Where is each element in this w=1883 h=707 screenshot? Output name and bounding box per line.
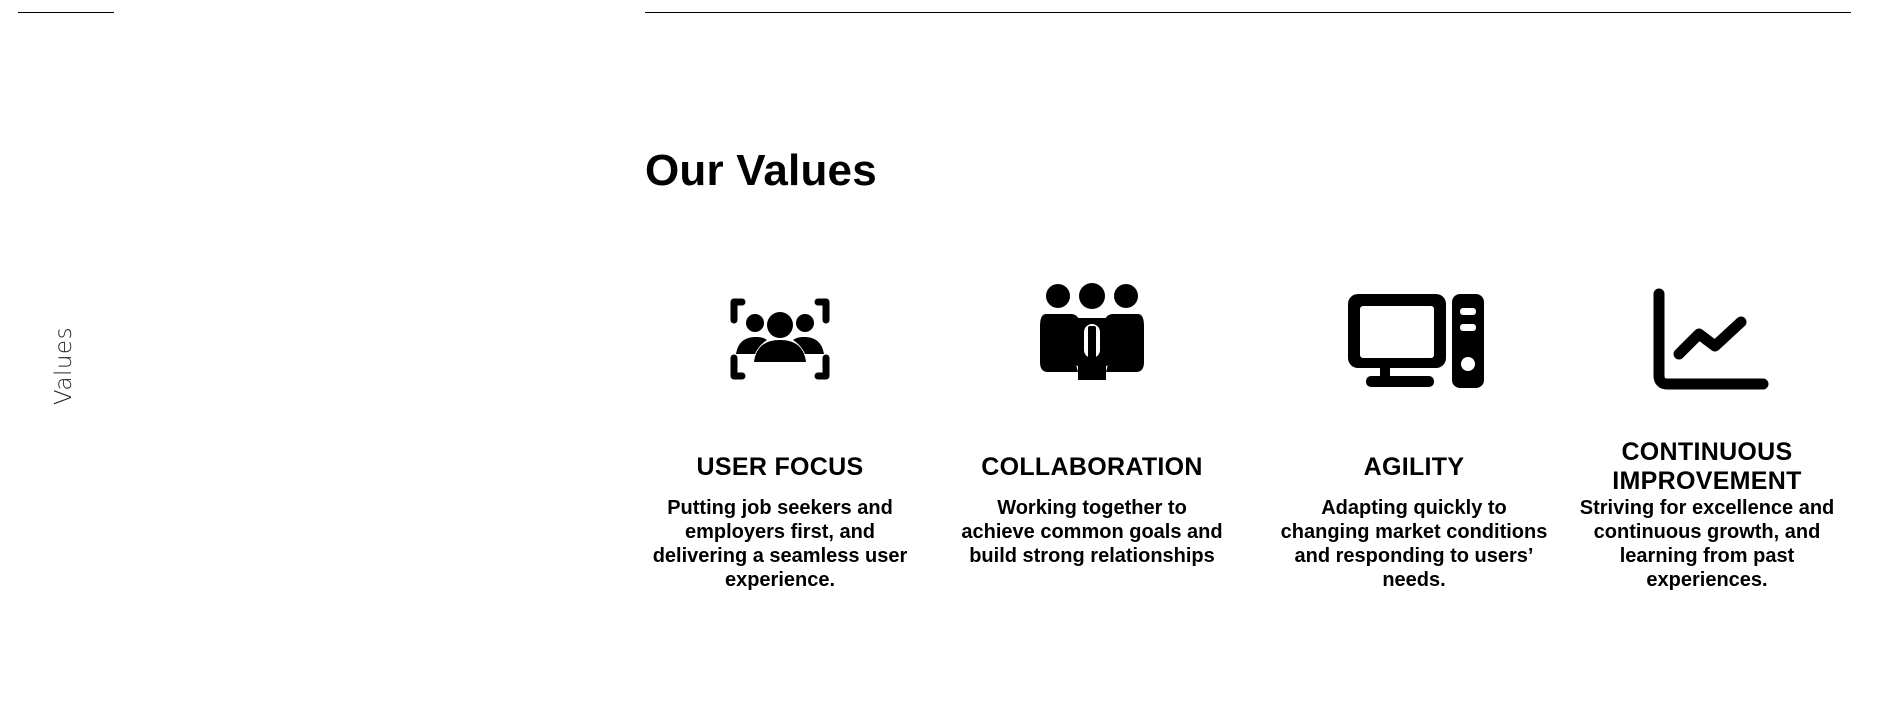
page-title: Our Values — [645, 146, 877, 195]
team-icon — [1022, 280, 1162, 390]
desktop-computer-icon — [1344, 280, 1484, 390]
value-description: Striving for excellence and continuous g… — [1579, 497, 1835, 591]
value-description: Working together to achieve common goals… — [961, 497, 1223, 567]
value-description: Putting job seekers and employers first,… — [652, 497, 908, 591]
value-title: USER FOCUS — [696, 452, 864, 481]
values-grid: USER FOCUS Putting job seekers and emplo… — [645, 280, 1855, 610]
top-right-divider — [645, 12, 1851, 13]
line-chart-icon — [1637, 280, 1777, 390]
value-description: Adapting quickly to changing market cond… — [1280, 497, 1548, 591]
value-title: COLLABORATION — [981, 452, 1203, 481]
section-side-label: Values — [51, 326, 77, 406]
value-title: CONTINUOUS IMPROVEMENT — [1612, 438, 1802, 495]
value-title: AGILITY — [1363, 452, 1465, 481]
top-left-divider — [18, 12, 114, 13]
user-focus-icon — [710, 280, 850, 390]
